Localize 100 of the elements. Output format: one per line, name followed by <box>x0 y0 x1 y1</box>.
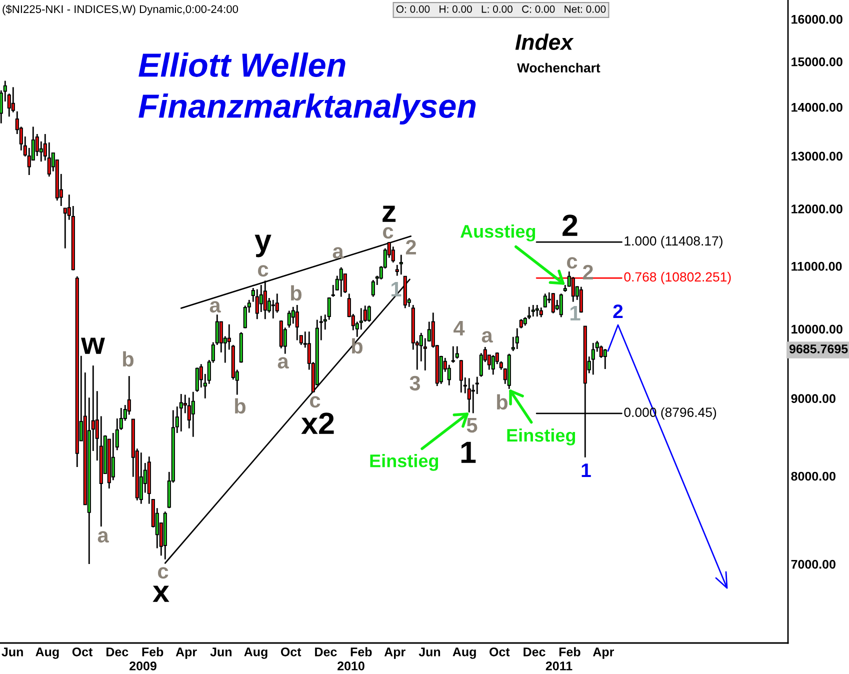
annotation: 1.000 (11408.17) <box>624 236 722 248</box>
annotation: c <box>258 265 268 277</box>
y-tick-label: 9000.00 <box>791 394 836 404</box>
annotation: y <box>254 234 272 258</box>
annotation: b <box>352 338 363 354</box>
y-tick-label: 12000.00 <box>792 204 842 214</box>
x-tick-label: Feb <box>350 647 372 656</box>
candlestick <box>271 299 275 320</box>
x-tick-label: Jun <box>210 648 232 656</box>
candlestick <box>339 266 343 298</box>
x-tick-label: Apr <box>176 648 197 659</box>
x-tick-label: Aug <box>244 648 268 659</box>
candlestick <box>535 304 539 318</box>
x-tick-label: Feb <box>559 647 580 656</box>
x-tick-label: Jun <box>418 648 440 656</box>
annotation: Einstieg <box>507 428 576 446</box>
text: Index <box>515 34 574 50</box>
y-tick-label: 13000.00 <box>792 152 842 161</box>
annotation: x2 <box>301 412 334 434</box>
annotation: c <box>310 396 320 408</box>
text: 2011 <box>546 662 572 670</box>
x-tick-label: Dec <box>524 648 546 656</box>
y-tick-label: 7000.00 <box>791 560 836 569</box>
annotation: x <box>152 586 170 602</box>
annotation: 1 <box>570 306 580 320</box>
annotation: 1 <box>461 442 476 463</box>
annotation: 1 <box>582 464 591 478</box>
candlestick <box>455 346 459 360</box>
annotation: b <box>235 398 246 414</box>
annotation: 2 <box>613 304 623 318</box>
annotation: Einstieg <box>370 454 438 471</box>
candlestick <box>559 292 563 318</box>
annotation: O: 0.00 H: 0.00 L: 0.00 C: 0.00 Net: 0.00 <box>396 5 606 13</box>
annotation: a <box>278 357 289 369</box>
text: Wochenchart <box>517 62 600 73</box>
annotation: 5 <box>466 418 478 433</box>
x-tick-label: Feb <box>142 647 164 656</box>
candlestick <box>367 304 371 322</box>
x-tick-label: Dec <box>315 648 337 656</box>
text: 9685.7695 <box>789 344 848 354</box>
annotation: b <box>123 351 134 367</box>
annotation: a <box>98 531 109 543</box>
x-tick-label: Apr <box>592 648 614 659</box>
annotation: c <box>567 257 578 269</box>
candlestick <box>531 304 535 318</box>
candlestick <box>11 86 15 114</box>
annotation: z <box>382 206 396 222</box>
candlestick <box>579 286 583 314</box>
annotation: b <box>291 285 302 301</box>
candlestick <box>391 246 395 264</box>
annotation: 4 <box>454 321 465 336</box>
candlestick <box>451 346 455 364</box>
annotation: 0.768 (10802.251) <box>624 272 731 284</box>
annotation: Finanzmarktanalysen <box>138 93 476 125</box>
candlestick <box>459 359 463 394</box>
candlestick <box>63 207 67 250</box>
text: 2010 <box>338 662 364 670</box>
y-tick-label: 11000.00 <box>792 262 842 271</box>
annotation: a <box>210 301 221 313</box>
candlestick <box>515 328 519 350</box>
y-tick-label: 14000.00 <box>792 102 842 112</box>
candlestick <box>191 391 195 438</box>
candlestick <box>255 288 259 320</box>
candlestick <box>287 310 291 328</box>
candlestick <box>551 292 555 314</box>
x-tick-label: Aug <box>36 648 59 659</box>
y-tick-label: 10000.00 <box>792 324 842 334</box>
candlestick <box>491 354 495 376</box>
x-tick-label: Apr <box>384 648 406 659</box>
candlestick <box>539 306 543 318</box>
x-tick-label: Oct <box>72 647 93 656</box>
x-tick-label: Dec <box>106 648 128 656</box>
candlestick <box>399 254 403 276</box>
x-tick-label: Aug <box>452 648 476 659</box>
annotation: 2 <box>582 264 593 280</box>
annotation: Elliott Wellen <box>138 52 346 77</box>
text: 2009 <box>130 662 156 670</box>
annotation: ($NI225-NKI - INDICES,W) Dynamic,0:00-24:00 <box>2 4 238 16</box>
candlestick <box>195 366 199 393</box>
y-tick-label: 16000.00 <box>792 14 842 24</box>
annotation: 2 <box>406 240 416 254</box>
candlestick <box>179 393 183 432</box>
candlestick <box>371 279 375 298</box>
x-tick-label: Jun <box>2 648 23 656</box>
annotation: 1 <box>392 282 402 296</box>
y-tick-label: 8000.00 <box>791 472 836 481</box>
candlestick <box>475 376 479 395</box>
x-tick-label: Oct <box>280 647 302 656</box>
annotation: Ausstieg <box>460 224 536 242</box>
annotation: 2 <box>562 214 578 236</box>
candlestick <box>139 452 143 504</box>
y-tick-label: 15000.00 <box>792 57 842 66</box>
candlestick <box>591 342 595 376</box>
annotation: a <box>332 247 344 259</box>
candlestick <box>111 432 115 481</box>
candlestick <box>467 377 471 414</box>
annotation: b <box>497 394 508 410</box>
candlestick <box>543 292 547 308</box>
annotation: w <box>81 338 105 354</box>
annotation: c <box>158 567 168 579</box>
